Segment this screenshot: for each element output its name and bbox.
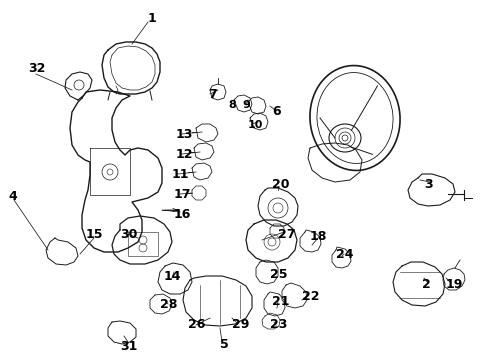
Text: 15: 15 bbox=[86, 228, 103, 241]
Text: 5: 5 bbox=[220, 338, 229, 351]
Text: 32: 32 bbox=[28, 62, 46, 75]
Text: 20: 20 bbox=[272, 178, 290, 191]
Text: 16: 16 bbox=[174, 208, 192, 221]
Text: 9: 9 bbox=[242, 100, 250, 110]
Text: 1: 1 bbox=[148, 12, 157, 25]
Text: 6: 6 bbox=[272, 105, 281, 118]
Text: 23: 23 bbox=[270, 318, 287, 331]
Text: 29: 29 bbox=[232, 318, 249, 331]
Text: 27: 27 bbox=[278, 228, 295, 241]
Text: 2: 2 bbox=[422, 278, 431, 291]
Text: 30: 30 bbox=[120, 228, 137, 241]
Text: 12: 12 bbox=[176, 148, 194, 161]
Text: 31: 31 bbox=[120, 340, 137, 353]
Text: 7: 7 bbox=[208, 88, 217, 101]
Text: 24: 24 bbox=[336, 248, 353, 261]
Text: 19: 19 bbox=[446, 278, 464, 291]
Text: 28: 28 bbox=[160, 298, 177, 311]
Text: 21: 21 bbox=[272, 295, 290, 308]
Text: 26: 26 bbox=[188, 318, 205, 331]
Text: 11: 11 bbox=[172, 168, 190, 181]
Text: 17: 17 bbox=[174, 188, 192, 201]
Text: 14: 14 bbox=[164, 270, 181, 283]
Text: 3: 3 bbox=[424, 178, 433, 191]
Text: 13: 13 bbox=[176, 128, 194, 141]
Text: 18: 18 bbox=[310, 230, 327, 243]
Text: 22: 22 bbox=[302, 290, 319, 303]
Text: 8: 8 bbox=[228, 100, 236, 110]
Text: 4: 4 bbox=[8, 190, 17, 203]
Text: 10: 10 bbox=[248, 120, 264, 130]
Text: 25: 25 bbox=[270, 268, 288, 281]
